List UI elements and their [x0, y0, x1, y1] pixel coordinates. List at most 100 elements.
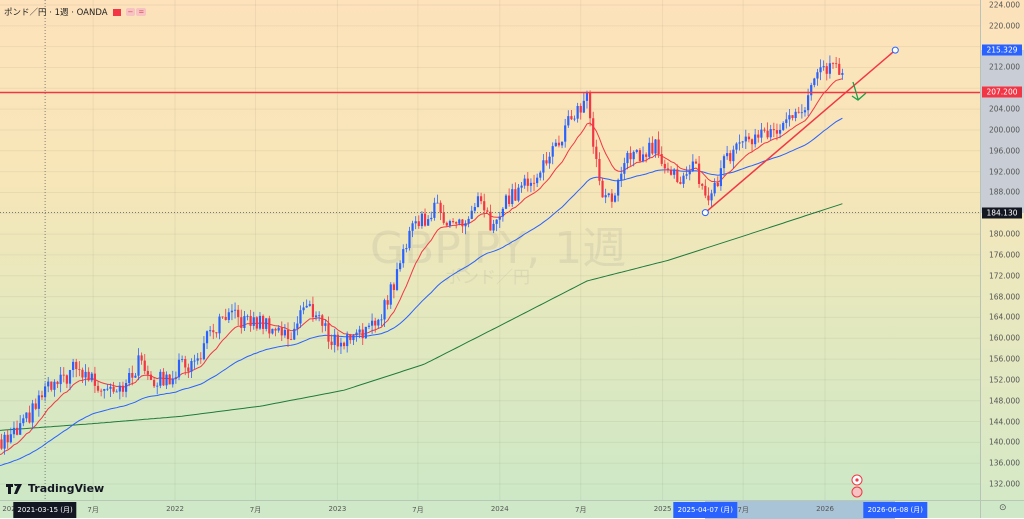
candle-body — [701, 183, 704, 186]
candle-body — [162, 371, 165, 386]
time-tick: 2023 — [328, 505, 347, 513]
candle-body — [355, 332, 358, 336]
candle-body — [65, 375, 68, 384]
price-tick: 140.000 — [988, 437, 1020, 447]
candle-body — [722, 156, 726, 169]
candle-body — [785, 119, 788, 123]
candlestick-chart[interactable] — [0, 0, 980, 500]
candle-body — [732, 149, 735, 162]
candle-body — [835, 63, 838, 65]
candle-body — [436, 202, 439, 204]
price-tick: 188.000 — [988, 187, 1020, 197]
candle-body — [445, 222, 448, 226]
candle-body — [324, 323, 327, 326]
candle-body — [688, 170, 691, 175]
price-tick: 148.000 — [988, 396, 1020, 406]
axis-settings-button[interactable]: ⊙ — [980, 500, 1024, 518]
indicators-toggle-button[interactable]: = — [136, 8, 147, 16]
candle-body — [501, 208, 504, 217]
candle-body — [585, 92, 589, 101]
price-label-hline: 207.200 — [982, 86, 1022, 98]
candle-body — [274, 328, 277, 331]
candle-body — [15, 427, 19, 435]
candle-body — [40, 395, 44, 398]
candle-body — [548, 156, 551, 164]
collapse-button[interactable]: − — [125, 8, 136, 16]
candle-body — [224, 316, 227, 320]
candle-body — [25, 412, 28, 419]
candle-body — [72, 361, 75, 371]
candle-body — [719, 168, 722, 187]
candle-body — [361, 329, 364, 339]
candle-body — [539, 172, 542, 178]
candle-body — [682, 175, 685, 184]
tradingview-logo[interactable]: TradingView — [6, 482, 104, 495]
candle-body — [364, 326, 367, 339]
candle-body — [607, 193, 610, 196]
candle-body — [374, 320, 377, 326]
candle-body — [442, 212, 445, 223]
time-tick: 2026 — [816, 505, 834, 513]
candle-body — [93, 373, 97, 386]
candle-body — [613, 195, 617, 202]
trend-line-end-handle — [891, 46, 899, 54]
brand-name: TradingView — [28, 482, 105, 495]
symbol-legend[interactable]: ポンド／円 · 1週 · OANDA − = — [4, 6, 147, 18]
candle-body — [124, 383, 128, 392]
candle-body — [302, 307, 305, 311]
candle-body — [560, 141, 564, 146]
time-axis[interactable]: 2027月20227月20237月20247月20257月2026202021-… — [0, 500, 992, 519]
price-tick: 224.000 — [988, 0, 1020, 10]
candle-body — [118, 385, 121, 392]
price-tick: 212.000 — [988, 62, 1020, 72]
candle-body — [78, 369, 81, 370]
candle-body — [50, 381, 53, 390]
event-marker-dot — [855, 478, 859, 482]
price-axis[interactable]: 224.000 220.000 212.000 204.000 200.000 196.0… — [980, 0, 1024, 500]
candle-body — [420, 213, 424, 227]
candle-body — [498, 216, 501, 220]
candle-body — [747, 136, 751, 140]
candle-body — [405, 248, 408, 250]
candle-body — [679, 182, 682, 184]
candle-body — [486, 210, 489, 212]
price-tick: 156.000 — [988, 354, 1020, 364]
price-tick: 220.000 — [988, 21, 1020, 31]
down-arrow-drawing-icon — [851, 81, 867, 101]
candle-body — [570, 116, 573, 120]
candle-body — [215, 332, 218, 334]
time-tick: 2024 — [490, 505, 509, 513]
trend-line — [704, 49, 896, 214]
candle-body — [205, 331, 209, 344]
chart-plot-area[interactable]: GBPJPY, 1週 ポンド／円 ポンド／円 · 1週 · OANDA − = … — [0, 0, 980, 500]
candle-body — [517, 187, 520, 201]
candle-body — [299, 310, 302, 324]
time-tick: 2022 — [166, 505, 184, 513]
candle-body — [604, 195, 607, 198]
candle-body — [617, 179, 620, 196]
candle-body — [84, 371, 87, 378]
candle-body — [196, 358, 199, 361]
candle-body — [87, 371, 90, 381]
candle-body — [342, 342, 346, 347]
candle-body — [255, 317, 258, 329]
price-tick: 196.000 — [988, 146, 1020, 156]
candle-body — [676, 169, 679, 183]
event-group-marker-icon — [851, 486, 863, 498]
candle-body — [339, 342, 343, 347]
market-closed-icon — [112, 8, 121, 16]
candle-body — [716, 182, 719, 187]
candle-body — [657, 139, 660, 155]
candle-body — [96, 385, 100, 391]
candle-body — [193, 360, 196, 362]
candle-body — [775, 130, 779, 134]
candle-body — [810, 85, 813, 96]
candle-body — [638, 150, 642, 162]
price-tick: 204.000 — [988, 104, 1020, 114]
candle-body — [146, 370, 149, 375]
candle-body — [283, 329, 286, 336]
candle-body — [610, 193, 613, 202]
candle-body — [218, 316, 221, 334]
candle-body — [62, 374, 65, 376]
candle-body — [327, 323, 330, 342]
